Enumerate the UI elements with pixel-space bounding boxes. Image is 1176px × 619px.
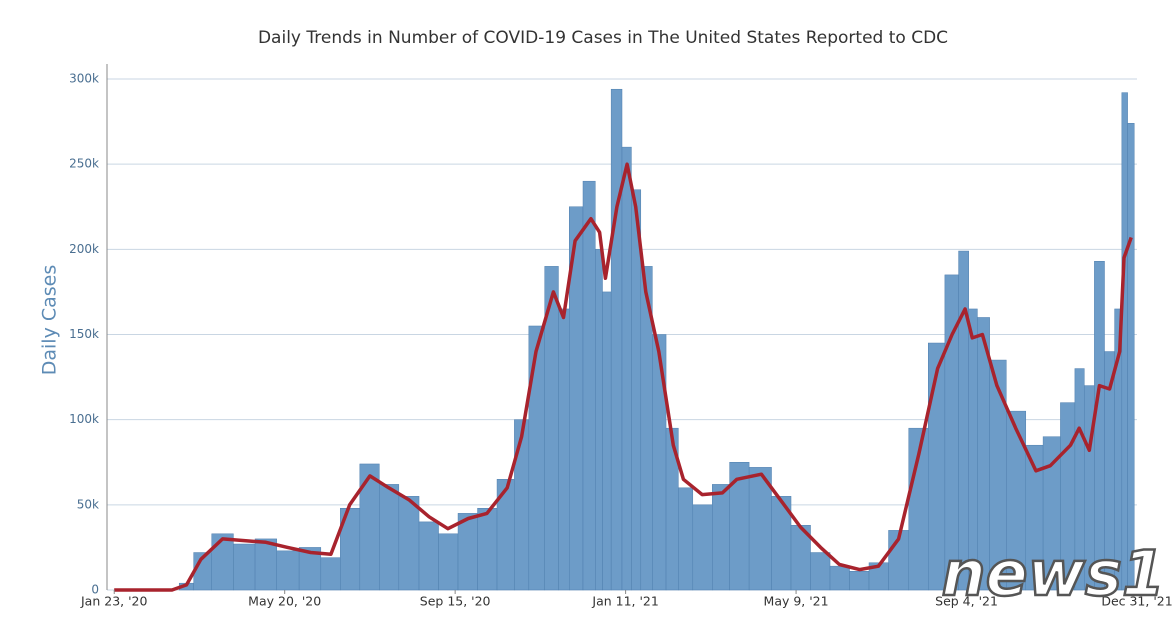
bar: [233, 543, 256, 591]
x-tick-label: Dec 31, '21: [1101, 594, 1172, 609]
bar: [254, 538, 277, 591]
y-tick-label: 300k: [69, 72, 99, 86]
bar: [621, 146, 632, 591]
bar: [398, 496, 420, 591]
bars: [178, 88, 1135, 591]
bar: [849, 571, 870, 591]
y-tick-label: 100k: [69, 412, 99, 426]
y-axis-label: Daily Cases: [39, 265, 61, 376]
bar: [558, 308, 570, 591]
bar: [1121, 92, 1128, 591]
bar: [678, 487, 694, 591]
bar: [528, 325, 545, 591]
x-tick-label: May 9, '21: [764, 594, 829, 609]
bar: [610, 88, 623, 591]
bar: [829, 565, 850, 591]
y-tick-label: 200k: [69, 242, 99, 256]
x-tick-label: Jan 11, '21: [591, 594, 658, 609]
chart-title: Daily Trends in Number of COVID-19 Cases…: [258, 28, 948, 48]
bar: [276, 550, 300, 591]
y-tick-label: 50k: [77, 497, 99, 511]
bar: [712, 484, 730, 591]
bar: [692, 504, 713, 591]
x-tick-label: Sep 4, '21: [935, 594, 998, 609]
y-tick-label: 250k: [69, 157, 99, 171]
x-tick-label: Sep 15, '20: [420, 594, 491, 609]
bar: [602, 291, 612, 591]
bar: [379, 484, 400, 591]
bar: [211, 533, 234, 591]
watermark: news1: [941, 537, 1165, 610]
bar: [595, 249, 603, 591]
bar: [438, 533, 459, 591]
bar: [359, 463, 380, 591]
lines: [114, 162, 1133, 592]
bar: [1127, 123, 1135, 591]
y-tick-label: 0: [91, 583, 99, 597]
bar: [652, 334, 667, 591]
bar: [810, 552, 831, 591]
x-tick-label: May 20, '20: [248, 594, 321, 609]
bar: [582, 180, 596, 591]
y-tick-label: 150k: [69, 327, 99, 341]
bar: [418, 521, 439, 591]
x-tick-label: Jan 23, '20: [80, 594, 147, 609]
bar: [477, 507, 498, 591]
average-line: [114, 162, 1133, 592]
bar: [320, 557, 341, 591]
ticks: 0 50k 100k 150k 200k 250k 300k Jan 23, '20 May 2…: [69, 72, 1173, 609]
bar: [457, 513, 478, 591]
bar: [514, 419, 530, 591]
